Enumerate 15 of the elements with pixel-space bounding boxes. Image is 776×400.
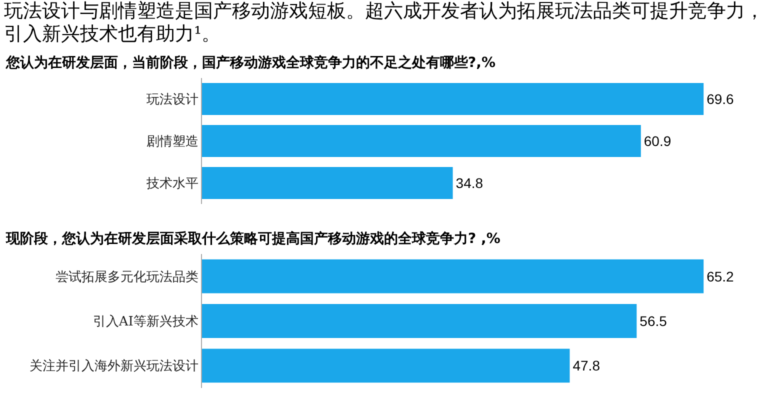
chart-title: 玩法设计与剧情塑造是国产移动游戏短板。超六成开发者认为拓展玩法品类可提升竞争力，引入新兴技术也有助力¹。 bbox=[3, 0, 765, 46]
y-tick-label: 技术水平 bbox=[145, 176, 198, 192]
y-tick-label: 剧情塑造 bbox=[146, 134, 198, 150]
chart-subtitle: 您认为在研发层面，当前阶段，国产移动游戏全球竞争力的不足之处有哪些?,% bbox=[4, 54, 496, 72]
data-label: 56.5 bbox=[640, 313, 668, 329]
y-tick-label: 关注并引入海外新兴玩法设计 bbox=[29, 359, 198, 374]
data-label: 60.9 bbox=[644, 133, 672, 149]
y-tick-label: 引入AI等新兴技术 bbox=[92, 314, 198, 330]
data-label: 34.8 bbox=[456, 175, 484, 191]
chart-title: 现阶段，您认为在研发层面采取什么策略可提高国产移动游戏的全球竞争力? ,% bbox=[4, 230, 502, 248]
data-label: 65.2 bbox=[706, 268, 734, 284]
y-tick-label: 玩法设计 bbox=[146, 92, 198, 108]
data-label: 47.8 bbox=[572, 358, 600, 374]
data-label: 69.6 bbox=[706, 91, 734, 107]
y-tick-label: 尝试拓展多元化玩法品类 bbox=[55, 270, 198, 285]
